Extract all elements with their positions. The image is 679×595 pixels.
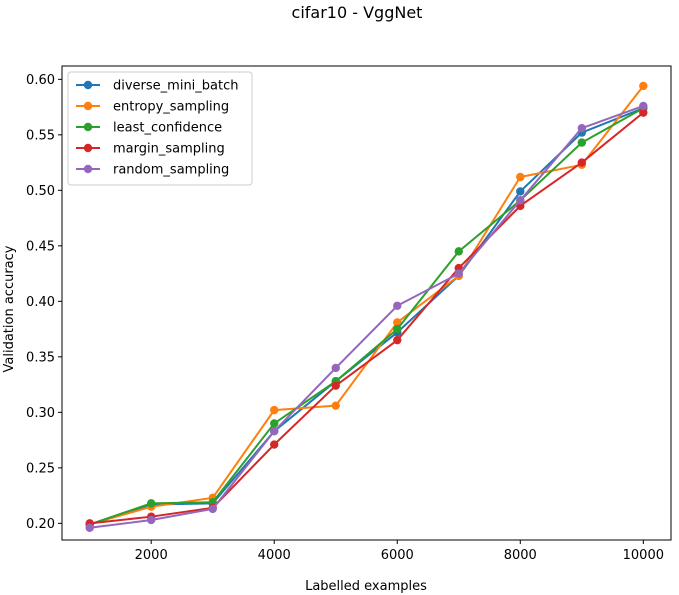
series-line	[89, 107, 644, 526]
data-point	[639, 101, 648, 111]
legend-label: margin_sampling	[113, 142, 225, 157]
x-tick-label: 2000	[135, 548, 168, 563]
data-point	[331, 381, 340, 390]
series-layer	[85, 81, 648, 532]
series-line	[89, 111, 644, 525]
data-point	[270, 427, 279, 436]
legend-item: entropy_sampling	[76, 100, 229, 115]
y-tick-label: 0.25	[26, 461, 55, 476]
x-tick-label: 8000	[504, 548, 537, 563]
data-point	[393, 301, 402, 310]
data-point	[270, 419, 279, 428]
legend-item: margin_sampling	[76, 142, 225, 157]
legend-label: random_sampling	[113, 163, 229, 178]
legend-item: diverse_mini_batch	[76, 79, 239, 94]
plot-frame	[61, 65, 672, 541]
legend-label: entropy_sampling	[113, 100, 229, 115]
y-tick-label: 0.50	[26, 184, 55, 199]
series-line	[89, 107, 644, 526]
legend-swatch-marker	[83, 80, 93, 90]
data-point	[393, 324, 402, 334]
x-tick-label: 10000	[623, 548, 664, 563]
y-tick-label: 0.35	[26, 350, 55, 365]
data-point	[639, 81, 648, 91]
legend-label: diverse_mini_batch	[113, 79, 239, 94]
data-point	[331, 363, 340, 373]
data-point	[577, 123, 587, 133]
legend-item: random_sampling	[76, 163, 229, 178]
data-point	[85, 523, 94, 532]
data-point	[393, 318, 402, 327]
x-axis-label: Labelled examples	[305, 579, 427, 594]
legend-swatch-marker	[83, 164, 93, 174]
legend: diverse_mini_batch entropy_sampling least_…	[67, 71, 253, 186]
series-line	[89, 105, 644, 529]
data-point	[516, 196, 525, 205]
y-tick-label: 0.40	[26, 295, 55, 310]
y-tick-label: 0.45	[26, 239, 55, 254]
data-point	[146, 515, 156, 525]
data-point	[577, 138, 587, 147]
data-point	[516, 187, 525, 196]
data-point	[577, 158, 587, 167]
data-point	[270, 405, 279, 415]
data-point	[146, 499, 156, 508]
legend-item: least_confidence	[76, 121, 222, 136]
data-point	[208, 504, 217, 514]
y-tick-label: 0.30	[26, 406, 55, 421]
y-axis-label: Validation accuracy	[2, 245, 17, 372]
legend-label: least_confidence	[113, 121, 222, 136]
data-point	[270, 440, 279, 449]
data-point	[454, 269, 463, 278]
x-tick-label: 4000	[258, 548, 291, 563]
legend-box	[67, 71, 253, 186]
x-tick-label: 6000	[381, 548, 414, 563]
axes-layer: 2000 4000 6000 8000 10000 0.20 0.25 0.30 0.35 0.4…	[26, 73, 664, 563]
y-tick-label: 0.60	[26, 73, 55, 88]
chart-title: cifar10 - VggNet	[292, 3, 423, 22]
legend-swatch-marker	[83, 101, 93, 111]
y-tick-label: 0.55	[26, 128, 55, 143]
data-point	[454, 247, 463, 256]
legend-swatch-marker	[83, 122, 93, 132]
data-point	[393, 335, 402, 345]
data-point	[331, 401, 340, 410]
y-tick-label: 0.20	[26, 517, 55, 532]
data-point	[639, 108, 648, 117]
data-point	[516, 172, 525, 182]
series-random-sampling	[85, 101, 648, 532]
legend-swatch-marker	[83, 143, 93, 153]
